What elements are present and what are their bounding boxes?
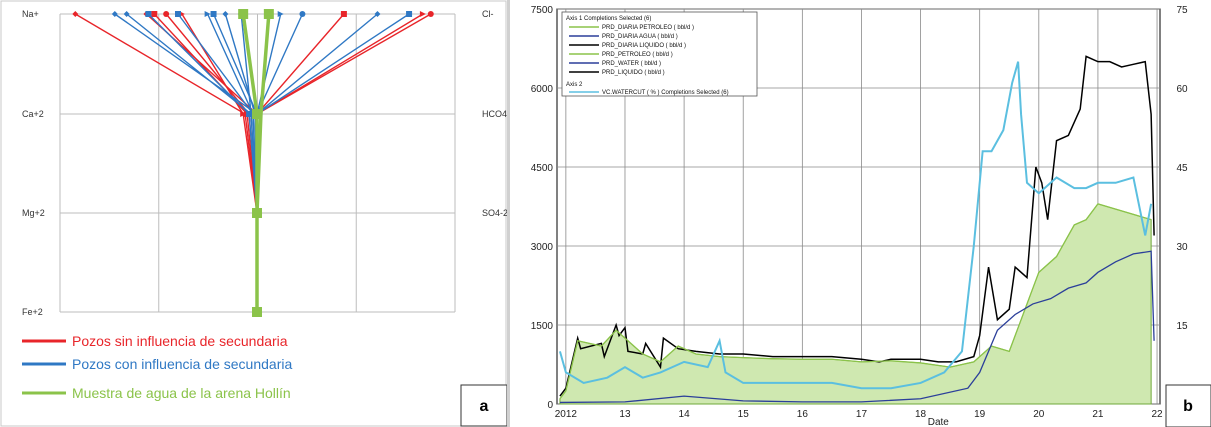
- ion-label-right: Cl-: [482, 9, 494, 19]
- production-axes: 2012 13 14 15 16 17 18 19 20 21 22 0 1500 3000 4500 600…: [531, 5, 1188, 427]
- y-right-tick-label: 30: [1176, 242, 1188, 253]
- production-series-group: [558, 55, 1155, 405]
- y-left-tick-label: 6000: [531, 84, 554, 95]
- stiff-marker: [240, 111, 247, 117]
- stiff-marker: [277, 11, 284, 17]
- stiff-legend: Pozos sin influencia de secundaria Pozos …: [22, 333, 292, 401]
- x-tick-label: 17: [856, 409, 868, 420]
- inner-legend-label: PRD_DIARIA LIQUIDO ( bbl/d ): [602, 43, 686, 49]
- panel-b-letter-box: [1165, 384, 1211, 427]
- ion-label-left: Fe+2: [22, 307, 43, 317]
- legend-label: Pozos sin influencia de secundaria: [72, 333, 288, 349]
- production-chart-panel: 2012 13 14 15 16 17 18 19 20 21 22 0 1500 3000 4500 600…: [510, 0, 1211, 427]
- panel-b-letter: b: [1183, 398, 1193, 415]
- stiff-marker: [238, 9, 249, 19]
- inner-legend-header-2: Axis 2: [566, 82, 583, 88]
- ion-labels: Na+ Ca+2 Mg+2 Fe+2 Cl- HCO4-2 SO4-2: [22, 9, 507, 317]
- y-left-tick-label: 7500: [531, 5, 554, 16]
- x-tick-label: 22: [1151, 409, 1163, 420]
- stiff-marker: [151, 11, 158, 17]
- series-line-0: [559, 55, 1155, 397]
- y-right-tick-label: 15: [1176, 321, 1188, 332]
- series-line-2: [559, 250, 1155, 404]
- x-tick-label: 20: [1033, 409, 1045, 420]
- panel-a-letter: a: [480, 398, 489, 415]
- stiff-series-line: [177, 13, 410, 312]
- x-tick-label: 2012: [555, 409, 578, 420]
- y-left-tick-label: 0: [547, 400, 553, 411]
- inner-legend-label: VC.WATERCUT ( % ) Completions Selected (…: [602, 90, 729, 96]
- stiff-diagram-svg: Na+ Ca+2 Mg+2 Fe+2 Cl- HCO4-2 SO4-2 Pozos sin …: [0, 0, 507, 427]
- y-right-tick-label: 60: [1176, 84, 1188, 95]
- y-left-tick-label: 3000: [531, 242, 554, 253]
- stiff-marker: [406, 11, 413, 17]
- series-line-1: [559, 203, 1152, 400]
- y-left-tick-label: 1500: [531, 321, 554, 332]
- ion-label-right: HCO4-2: [482, 109, 507, 119]
- stiff-marker: [427, 11, 434, 17]
- x-tick-label: 16: [797, 409, 809, 420]
- stiff-series-line: [114, 13, 258, 312]
- x-tick-label: 13: [619, 409, 631, 420]
- stiff-marker: [163, 11, 170, 17]
- panel-divider: [507, 0, 510, 427]
- legend-label: Pozos con influencia de secundaria: [72, 356, 292, 372]
- ion-label-right: SO4-2: [482, 208, 507, 218]
- series-line-3: [558, 61, 1153, 390]
- x-tick-label: 19: [974, 409, 986, 420]
- inner-legend-label: PRD_LIQUIDO ( bbl/d ): [602, 70, 665, 76]
- x-tick-label: 15: [738, 409, 750, 420]
- stiff-diagram-panel: Na+ Ca+2 Mg+2 Fe+2 Cl- HCO4-2 SO4-2 Pozos sin …: [0, 0, 507, 427]
- stiff-marker: [123, 11, 130, 17]
- ion-label-left: Na+: [22, 9, 39, 19]
- x-tick-label: 14: [679, 409, 691, 420]
- stiff-marker: [111, 11, 118, 17]
- inner-legend-label: PRD_DIARIA AGUA ( bbl/d ): [602, 34, 678, 40]
- y-left-tick-label: 4500: [531, 163, 554, 174]
- production-chart-svg: 2012 13 14 15 16 17 18 19 20 21 22 0 1500 3000 4500 600…: [510, 0, 1211, 427]
- stiff-marker: [340, 11, 347, 17]
- inner-legend-label: PRD_WATER ( bbl/d ): [602, 61, 661, 67]
- stiff-marker: [210, 11, 217, 17]
- panel-a-letter-box: [460, 384, 507, 427]
- production-inner-legend: Axis 1 Completions Selected (6) PRD_DIARI…: [561, 11, 758, 97]
- stiff-marker: [252, 208, 262, 218]
- ion-label-left: Ca+2: [22, 109, 44, 119]
- stiff-marker: [374, 11, 381, 17]
- inner-legend-label: PRD_PETROLEO ( bbl/d ): [602, 52, 673, 58]
- stiff-marker: [175, 11, 181, 17]
- stiff-marker: [204, 11, 211, 17]
- stiff-marker: [145, 11, 152, 17]
- y-right-tick-label: 45: [1176, 163, 1188, 174]
- ion-label-left: Mg+2: [22, 208, 45, 218]
- stiff-series-line: [206, 13, 282, 312]
- stiff-marker: [263, 9, 274, 19]
- stiff-marker: [419, 11, 426, 17]
- stiff-marker: [252, 307, 262, 317]
- stiff-marker: [299, 11, 306, 17]
- panel-a-frame: [0, 0, 507, 427]
- stiff-series-line: [241, 13, 271, 312]
- stiff-series-line: [165, 13, 432, 312]
- stiff-marker: [222, 11, 229, 17]
- stiff-marker: [252, 109, 262, 119]
- x-tick-label: 21: [1092, 409, 1104, 420]
- stiff-marker: [72, 11, 79, 17]
- stiff-series-group: [72, 9, 434, 317]
- x-tick-label: 18: [915, 409, 927, 420]
- x-axis-label: Date: [928, 417, 950, 427]
- inner-legend-header-1: Axis 1 Completions Selected (6): [566, 16, 651, 22]
- stiff-series-line: [74, 13, 258, 312]
- stiff-series-line: [181, 13, 424, 312]
- legend-label: Muestra de agua de la arena Hollín: [72, 385, 291, 401]
- y-right-tick-label: 75: [1176, 5, 1188, 16]
- inner-legend-label: PRD_DIARIA PETROLEO ( bbl/d ): [602, 25, 694, 31]
